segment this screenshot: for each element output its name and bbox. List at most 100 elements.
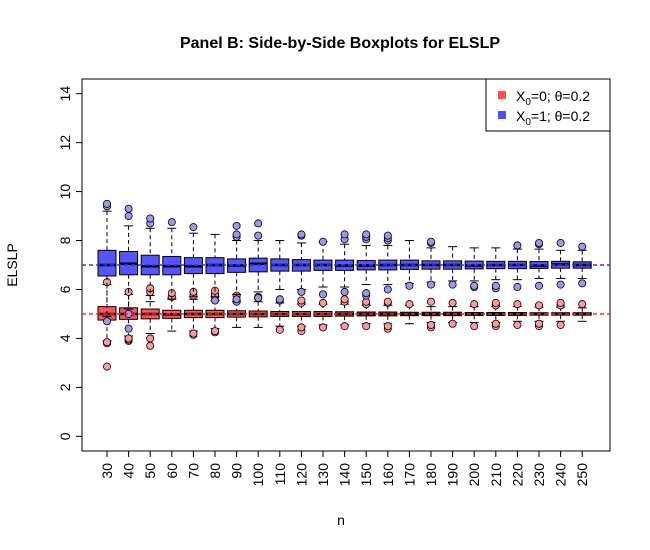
y-tick-label: 0 bbox=[57, 432, 73, 440]
x-tick-label: 120 bbox=[293, 463, 309, 487]
box-group bbox=[529, 301, 549, 331]
outlier-point bbox=[232, 230, 241, 239]
box-group bbox=[140, 284, 160, 350]
outlier-point bbox=[124, 324, 133, 333]
x-tick-label: 140 bbox=[337, 463, 353, 487]
outlier-point bbox=[275, 295, 284, 304]
outlier-point bbox=[254, 231, 263, 240]
box-group bbox=[464, 247, 484, 292]
outlier-point bbox=[470, 322, 479, 331]
x-tick-label: 250 bbox=[574, 463, 590, 487]
outlier-point bbox=[297, 230, 306, 239]
outlier-point bbox=[578, 279, 587, 288]
outlier-point bbox=[340, 322, 349, 331]
outlier-point bbox=[426, 237, 435, 246]
box-group bbox=[421, 237, 441, 289]
outlier-point bbox=[103, 338, 112, 347]
box-group bbox=[335, 295, 355, 331]
outlier-point bbox=[103, 317, 112, 326]
box-group bbox=[183, 223, 203, 298]
box-group bbox=[378, 297, 398, 333]
outlier-point bbox=[448, 298, 457, 307]
y-tick-label: 12 bbox=[57, 135, 73, 151]
x-tick-label: 40 bbox=[121, 463, 137, 479]
outlier-point bbox=[448, 319, 457, 328]
x-tick-label: 210 bbox=[488, 463, 504, 487]
box-group bbox=[291, 296, 311, 336]
outlier-point bbox=[124, 204, 133, 213]
plot-area: 0 2 4 6 8 10 12 14 30 40 50 60 70 80 90 100 110 120 130 140… bbox=[57, 78, 611, 487]
outlier-point bbox=[124, 334, 133, 343]
outlier-point bbox=[513, 241, 522, 250]
x-tick-label: 50 bbox=[142, 463, 158, 479]
outlier-point bbox=[405, 300, 414, 309]
legend-label-prefix: X bbox=[516, 108, 526, 124]
box-group bbox=[486, 247, 506, 293]
chart-title: Panel B: Side-by-Side Boxplots for ELSLP bbox=[180, 35, 500, 52]
box-group bbox=[248, 219, 268, 303]
box-group bbox=[399, 300, 419, 325]
box-group bbox=[421, 297, 441, 332]
legend-label-suffix: =0; θ=0.2 bbox=[531, 88, 590, 104]
outlier-point bbox=[318, 290, 327, 299]
x-tick-label: 190 bbox=[445, 463, 461, 487]
outlier-point bbox=[556, 280, 565, 289]
x-tick-label: 160 bbox=[380, 463, 396, 487]
box-group bbox=[335, 230, 355, 296]
outlier-point bbox=[383, 297, 392, 306]
outlier-point bbox=[470, 300, 479, 309]
outlier-point bbox=[535, 281, 544, 290]
x-tick-label: 240 bbox=[553, 463, 569, 487]
outlier-point bbox=[470, 281, 479, 290]
outlier-point bbox=[254, 219, 263, 228]
outlier-point bbox=[146, 334, 155, 343]
outlier-point bbox=[210, 327, 219, 336]
outlier-point bbox=[362, 289, 371, 298]
outlier-point bbox=[535, 301, 544, 310]
y-tick-label: 2 bbox=[57, 383, 73, 391]
outlier-point bbox=[340, 287, 349, 296]
box-group bbox=[551, 238, 571, 289]
x-tick-label: 180 bbox=[423, 463, 439, 487]
outlier-point bbox=[535, 238, 544, 247]
box-group bbox=[507, 241, 527, 292]
y-tick-label: 10 bbox=[57, 184, 73, 200]
outlier-point bbox=[124, 212, 133, 221]
box-group bbox=[291, 230, 311, 296]
outlier-point bbox=[578, 242, 587, 251]
box-group bbox=[162, 289, 182, 332]
outlier-point bbox=[383, 322, 392, 331]
outlier-point bbox=[232, 295, 241, 304]
outlier-point bbox=[556, 238, 565, 247]
box-group bbox=[443, 246, 463, 289]
x-tick-label: 130 bbox=[315, 463, 331, 487]
outlier-point bbox=[103, 362, 112, 371]
outlier-point bbox=[103, 199, 112, 208]
legend-swatch bbox=[498, 91, 506, 99]
x-tick-label: 200 bbox=[466, 463, 482, 487]
outlier-point bbox=[232, 221, 241, 230]
y-tick-label: 6 bbox=[57, 285, 73, 293]
x-tick-label: 60 bbox=[164, 463, 180, 479]
y-tick-label: 8 bbox=[57, 236, 73, 244]
box-group bbox=[205, 286, 225, 337]
box-group bbox=[356, 230, 376, 300]
box-group bbox=[270, 240, 290, 304]
outlier-point bbox=[146, 341, 155, 350]
outlier-point bbox=[513, 283, 522, 292]
legend-label-prefix: X bbox=[516, 88, 526, 104]
legend-label: X0=1; θ=0.2 bbox=[516, 108, 590, 128]
outlier-point bbox=[167, 218, 176, 227]
legend-swatch bbox=[498, 111, 506, 119]
outlier-point bbox=[491, 319, 500, 328]
box-group bbox=[162, 218, 182, 300]
outlier-point bbox=[318, 298, 327, 307]
outlier-point bbox=[340, 230, 349, 239]
outlier-point bbox=[556, 298, 565, 307]
outlier-point bbox=[513, 320, 522, 329]
y-axis-label: ELSLP bbox=[4, 243, 20, 287]
outlier-point bbox=[297, 323, 306, 332]
x-tick-label: 70 bbox=[185, 463, 201, 479]
x-tick-label: 150 bbox=[358, 463, 374, 487]
